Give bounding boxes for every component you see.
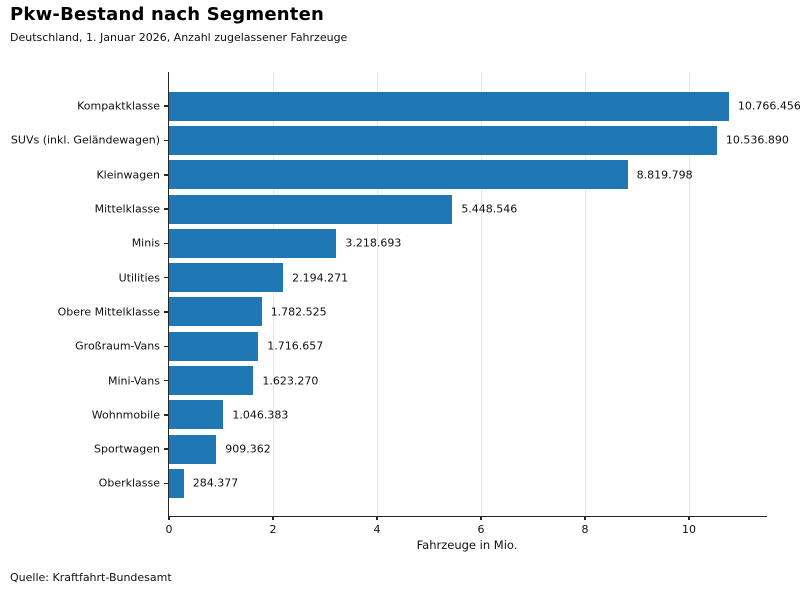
gridline <box>481 72 482 516</box>
y-category-label: SUVs (inkl. Geländewagen) <box>10 133 160 147</box>
source-note: Quelle: Kraftfahrt-Bundesamt <box>10 571 172 584</box>
y-tick-mark <box>164 414 169 416</box>
x-tick-label: 4 <box>373 523 381 536</box>
y-tick-mark <box>164 105 169 107</box>
x-tick-mark <box>272 516 274 520</box>
y-tick-mark <box>164 242 169 245</box>
y-tick-mark <box>164 448 169 450</box>
x-tick-mark <box>688 516 690 520</box>
bar-value-label: 1.716.657 <box>267 339 324 353</box>
x-tick-label: 0 <box>165 523 173 536</box>
bar-value-label: 1.623.270 <box>262 374 319 388</box>
x-tick-mark <box>168 516 170 520</box>
bar-sportwagen <box>169 434 217 464</box>
bar-mini-vans <box>169 366 254 396</box>
y-tick-mark <box>164 208 169 210</box>
bar-obere-mittelklasse <box>169 297 262 327</box>
x-tick-label: 2 <box>269 523 277 536</box>
bar-value-label: 2.194.271 <box>292 271 349 285</box>
bar-wohnmobile <box>169 400 224 430</box>
chart-subtitle: Deutschland, 1. Januar 2026, Anzahl zuge… <box>10 31 348 44</box>
x-tick-mark <box>584 516 586 520</box>
bar-value-label: 5.448.546 <box>461 202 518 216</box>
x-tick-mark <box>376 516 378 520</box>
bar-value-label: 1.782.525 <box>270 305 327 319</box>
bar-oberklasse <box>169 468 184 498</box>
bar-minis <box>169 228 337 258</box>
y-tick-mark <box>164 311 169 313</box>
y-category-label: Utilities <box>118 271 160 285</box>
y-category-label: Kleinwagen <box>96 168 160 182</box>
y-tick-mark <box>164 139 169 142</box>
gridline <box>689 72 690 516</box>
y-category-label: Oberklasse <box>98 476 160 490</box>
y-category-label: Minis <box>131 236 160 250</box>
y-tick-mark <box>164 379 169 382</box>
y-category-label: Wohnmobile <box>91 408 160 422</box>
y-category-label: Sportwagen <box>94 442 160 456</box>
gridline <box>273 72 274 516</box>
bar-kleinwagen <box>169 160 628 190</box>
y-category-label: Obere Mittelklasse <box>57 305 160 319</box>
x-tick-label: 6 <box>477 523 485 536</box>
y-tick-mark <box>164 482 169 485</box>
gridline <box>377 72 378 516</box>
x-axis-title: Fahrzeuge in Mio. <box>416 538 518 552</box>
y-category-label: Mini-Vans <box>107 374 160 388</box>
bar-value-label: 10.536.890 <box>725 133 789 147</box>
bar-value-label: 8.819.798 <box>636 168 693 182</box>
bar-value-label: 1.046.383 <box>232 408 289 422</box>
bar-value-label: 909.362 <box>225 442 271 456</box>
bar-mittelklasse <box>169 194 453 224</box>
y-tick-mark <box>164 345 169 347</box>
chart-title: Pkw-Bestand nach Segmenten <box>10 4 324 25</box>
y-tick-mark <box>164 276 169 279</box>
bar-value-label: 284.377 <box>192 476 239 490</box>
bar-value-label: 10.766.456 <box>737 99 800 113</box>
bar-suvs-inkl-gel-ndewagen- <box>169 125 717 155</box>
gridline <box>585 72 586 516</box>
x-tick-mark <box>480 516 482 520</box>
bar-gro-raum-vans <box>169 331 259 361</box>
x-tick-label: 10 <box>682 523 696 536</box>
bar-value-label: 3.218.693 <box>345 236 402 250</box>
x-tick-label: 8 <box>581 523 589 536</box>
bar-utilities <box>169 263 284 293</box>
y-category-label: Kompaktklasse <box>77 99 160 113</box>
y-category-label: Großraum-Vans <box>75 339 160 353</box>
bar-kompaktklasse <box>169 91 729 121</box>
y-category-label: Mittelklasse <box>94 202 160 216</box>
plot-area: Kompaktklasse 10.766.456 SUVs (inkl. Gelän… <box>11 72 800 536</box>
y-tick-mark <box>164 174 169 176</box>
